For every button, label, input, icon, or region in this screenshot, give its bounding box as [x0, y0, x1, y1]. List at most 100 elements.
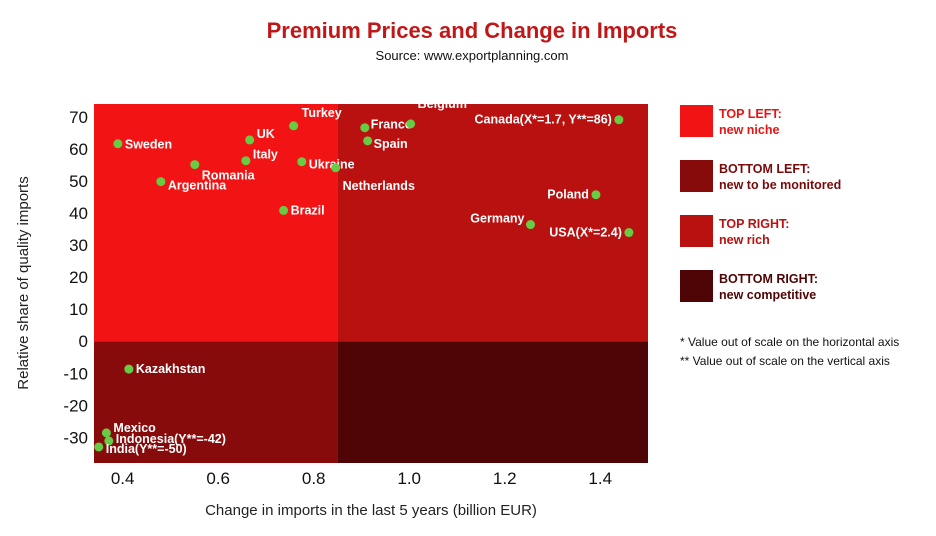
data-point: Poland: [547, 188, 601, 202]
chart-subtitle: Source: www.exportplanning.com: [376, 48, 569, 63]
data-point: Netherlands: [331, 163, 415, 193]
y-tick-label: -10: [63, 364, 88, 383]
note-horizontal: * Value out of scale on the horizontal a…: [680, 335, 899, 349]
y-tick-label: -20: [63, 396, 88, 415]
x-tick-label: 1.4: [588, 469, 612, 488]
point-marker: [113, 139, 123, 149]
point-marker: [406, 119, 416, 129]
point-marker: [297, 157, 307, 167]
point-marker: [363, 136, 373, 146]
point-label: Indonesia(Y**=-42): [116, 432, 226, 446]
point-marker: [94, 442, 104, 452]
point-label: India(Y**=-50): [106, 442, 187, 456]
legend-swatch: [680, 270, 713, 302]
data-point: Brazil: [279, 203, 325, 217]
legend-title: TOP LEFT:: [719, 107, 782, 121]
quadrant-top-right: [337, 104, 648, 342]
point-label: Sweden: [125, 138, 172, 152]
point-marker: [614, 115, 624, 125]
data-point: Indonesia(Y**=-42): [104, 432, 226, 446]
legend-title: BOTTOM RIGHT:: [719, 272, 818, 286]
data-point: France: [360, 118, 412, 133]
data-point: Canada(X*=1.7, Y**=86): [475, 113, 624, 127]
point-label: Germany: [470, 212, 524, 226]
quadrant-top-left: [94, 104, 338, 342]
point-label: Brazil: [291, 203, 325, 217]
data-point: Germany: [470, 212, 536, 230]
legend-description: new niche: [719, 123, 779, 137]
y-tick-label: 70: [69, 108, 88, 127]
point-marker: [526, 220, 536, 230]
x-tick-label: 1.2: [493, 469, 517, 488]
point-marker: [289, 121, 299, 131]
y-tick-label: -30: [63, 428, 88, 447]
y-axis-label: Relative share of quality imports: [15, 176, 32, 389]
point-marker: [190, 160, 200, 170]
legend-item: BOTTOM LEFT: new to be monitored: [680, 160, 841, 192]
legend-title: BOTTOM LEFT:: [719, 162, 810, 176]
point-label: Turkey: [302, 106, 342, 120]
point-marker: [591, 190, 601, 200]
legend-swatch: [680, 215, 713, 247]
point-marker: [245, 135, 255, 145]
point-label: Mexico: [113, 421, 156, 435]
quadrant-bottom-right: [337, 341, 648, 463]
legend-title: TOP RIGHT:: [719, 217, 789, 231]
y-tick-label: 50: [69, 172, 88, 191]
point-label: UK: [257, 127, 275, 141]
data-point: Argentina: [156, 177, 227, 193]
point-marker: [279, 205, 289, 215]
point-marker: [360, 123, 370, 133]
point-marker: [124, 364, 134, 374]
point-marker: [101, 428, 111, 438]
legend-item: TOP RIGHT: new rich: [680, 215, 789, 247]
x-tick-label: 0.8: [302, 469, 326, 488]
x-tick-label: 0.6: [206, 469, 230, 488]
data-point: India(Y**=-50): [94, 442, 187, 456]
y-tick-label: 60: [69, 140, 88, 159]
legend-description: new competitive: [719, 288, 816, 302]
point-marker: [104, 436, 114, 446]
x-tick-label: 0.4: [111, 469, 135, 488]
point-label: USA(X*=2.4): [549, 226, 622, 240]
point-label: Kazakhstan: [136, 362, 205, 376]
data-point: USA(X*=2.4): [549, 226, 634, 240]
y-tick-label: 40: [69, 204, 88, 223]
legend-swatch: [680, 160, 713, 192]
y-tick-label: 10: [69, 300, 88, 319]
y-tick-label: 0: [79, 332, 88, 351]
legend-description: new rich: [719, 233, 770, 247]
y-tick-label: 20: [69, 268, 88, 287]
legend-item: TOP LEFT: new niche: [680, 105, 782, 137]
point-label: Canada(X*=1.7, Y**=86): [475, 113, 612, 127]
point-label: Belgium: [418, 97, 467, 111]
data-point: Ukraine: [297, 157, 355, 172]
chart-title: Premium Prices and Change in Imports: [267, 18, 678, 43]
data-point: Kazakhstan: [124, 362, 205, 376]
data-point: Belgium: [406, 97, 467, 129]
point-label: Argentina: [168, 179, 227, 193]
data-point: Turkey: [289, 106, 342, 131]
point-marker: [624, 228, 634, 238]
legend-description: new to be monitored: [719, 178, 841, 192]
point-marker: [331, 163, 341, 173]
data-point: Mexico: [101, 421, 156, 438]
point-marker: [156, 177, 166, 187]
y-tick-label: 30: [69, 236, 88, 255]
data-point: Romania: [190, 160, 256, 183]
x-tick-label: 1.0: [397, 469, 421, 488]
data-point: UK: [245, 127, 275, 145]
data-point: Spain: [363, 136, 408, 151]
point-label: Italy: [253, 148, 278, 162]
data-point: Italy: [241, 148, 278, 166]
point-label: Ukraine: [309, 158, 355, 172]
point-label: Poland: [547, 188, 589, 202]
point-label: France: [371, 118, 412, 132]
legend-item: BOTTOM RIGHT: new competitive: [680, 270, 818, 302]
point-label: Spain: [374, 137, 408, 151]
note-vertical: ** Value out of scale on the vertical ax…: [680, 354, 890, 368]
point-label: Netherlands: [343, 179, 415, 193]
point-marker: [241, 156, 251, 166]
